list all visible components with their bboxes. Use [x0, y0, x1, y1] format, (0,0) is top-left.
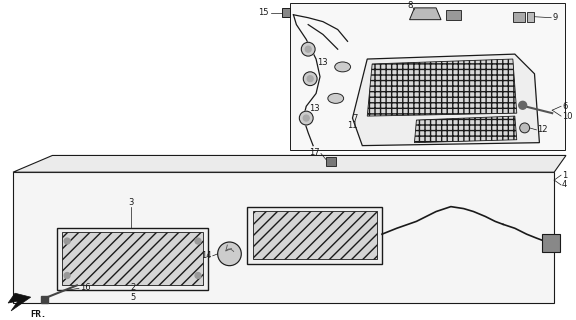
Circle shape — [519, 101, 526, 109]
Bar — [282, 8, 290, 17]
Bar — [326, 157, 336, 166]
Polygon shape — [13, 156, 566, 172]
Ellipse shape — [328, 93, 344, 103]
Text: 17: 17 — [309, 148, 320, 157]
Text: 14: 14 — [201, 251, 212, 260]
Text: 4: 4 — [562, 180, 567, 189]
Polygon shape — [290, 3, 565, 149]
Text: 10: 10 — [562, 112, 573, 121]
Polygon shape — [410, 8, 441, 20]
Polygon shape — [13, 172, 554, 303]
Text: 2: 2 — [130, 283, 136, 292]
Text: 12: 12 — [537, 125, 548, 134]
Text: 6: 6 — [562, 102, 567, 111]
Text: 13: 13 — [309, 104, 320, 113]
Polygon shape — [367, 59, 517, 116]
Bar — [526, 12, 535, 22]
Text: 7: 7 — [352, 114, 357, 123]
Circle shape — [307, 76, 313, 82]
Polygon shape — [8, 293, 31, 311]
Text: 1: 1 — [562, 171, 567, 180]
Polygon shape — [57, 228, 208, 290]
Circle shape — [64, 273, 70, 278]
Text: 8: 8 — [407, 1, 412, 11]
Circle shape — [304, 72, 317, 85]
Text: 5: 5 — [130, 292, 136, 302]
Circle shape — [301, 42, 315, 56]
Circle shape — [218, 242, 241, 266]
Circle shape — [520, 123, 529, 133]
Polygon shape — [253, 211, 377, 259]
Bar — [543, 234, 560, 252]
Circle shape — [195, 273, 201, 278]
Text: 15: 15 — [259, 8, 269, 17]
Text: 13: 13 — [317, 59, 328, 68]
Circle shape — [64, 238, 70, 244]
Bar — [513, 12, 525, 22]
Ellipse shape — [335, 62, 351, 72]
Polygon shape — [247, 207, 382, 264]
Circle shape — [305, 46, 311, 52]
Circle shape — [304, 115, 309, 121]
Text: FR.: FR. — [31, 310, 47, 319]
Bar — [446, 10, 461, 20]
Circle shape — [195, 238, 201, 244]
Polygon shape — [62, 232, 203, 285]
Text: 11: 11 — [347, 122, 357, 131]
Text: 3: 3 — [128, 198, 134, 207]
Text: 9: 9 — [552, 13, 558, 22]
Polygon shape — [353, 54, 539, 146]
Polygon shape — [415, 116, 517, 143]
Circle shape — [300, 111, 313, 125]
Text: 16: 16 — [80, 283, 90, 292]
